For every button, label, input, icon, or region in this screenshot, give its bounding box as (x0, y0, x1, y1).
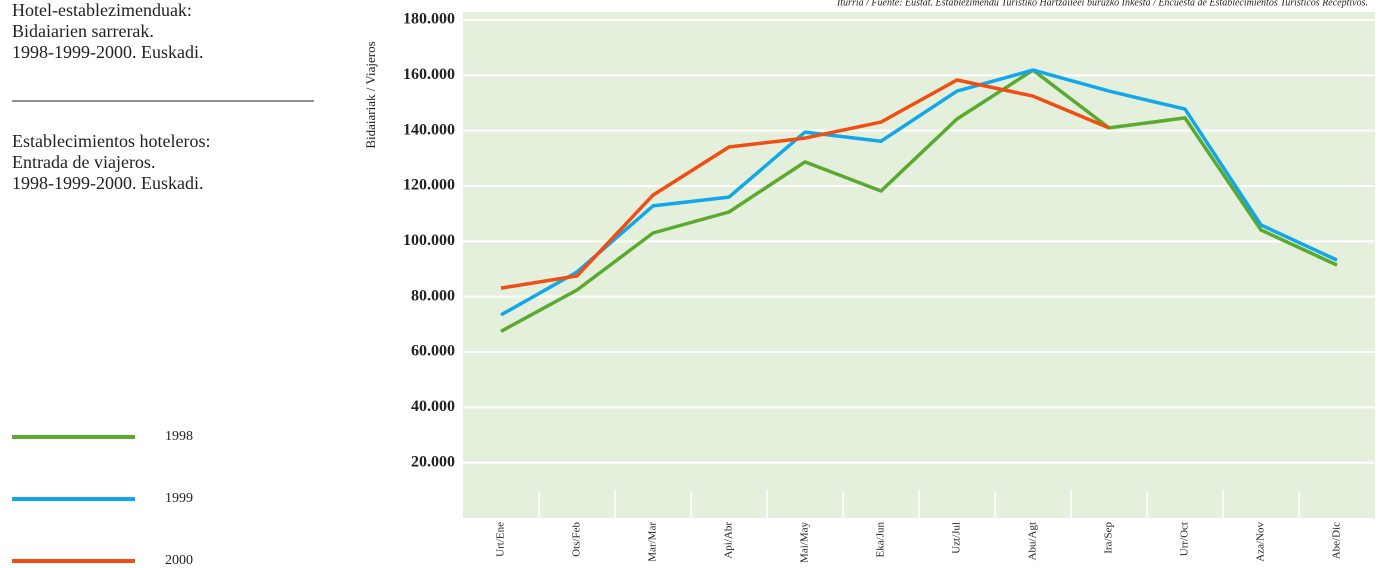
x-tick-label: Abe/Dic (1331, 522, 1343, 559)
x-tick-label: Api/Abr (723, 522, 735, 559)
legend-label: 1998 (165, 429, 193, 444)
x-tick-label: Ira/Sep (1103, 522, 1115, 554)
x-tick-label: Urt/Ene (495, 522, 507, 557)
legend-label: 2000 (165, 553, 193, 568)
title-line: 1998-1999-2000. Euskadi. (12, 42, 203, 62)
x-tick-label: Ots/Feb (571, 522, 583, 557)
plot-background (463, 12, 1375, 518)
y-tick-label: 100.000 (403, 232, 455, 249)
x-tick-label: Uzt/Jul (951, 522, 963, 554)
y-tick-label: 60.000 (411, 343, 455, 360)
series-line (500, 68, 1338, 317)
y-tick-label: 80.000 (411, 287, 455, 304)
subtitle-line: Establecimientos hoteleros: (12, 131, 210, 151)
source: Iturria / Fuente: Eustat. Establezimendu… (836, 0, 1368, 8)
x-tick-label: Eka/Jun (875, 522, 887, 558)
x-tick-label: Urr/Oct (1179, 522, 1191, 556)
series-line (500, 68, 1338, 333)
x-tick-label: Mai/May (799, 522, 811, 563)
subtitle-line: 1998-1999-2000. Euskadi. (12, 173, 203, 193)
y-tick-label: 140.000 (403, 121, 455, 138)
series-line (500, 78, 1110, 290)
y-tick-label: 20.000 (411, 453, 455, 470)
legend-label: 1999 (165, 491, 193, 506)
y-tick-label: 40.000 (411, 398, 455, 415)
title-line: Bidaiarien sarrerak. (12, 21, 154, 41)
x-tick-label: Abu/Agt (1027, 522, 1039, 561)
x-tick-label: Mar/Mar (647, 522, 659, 562)
y-tick-label: 160.000 (403, 66, 455, 83)
y-tick-label: 120.000 (403, 177, 455, 194)
title-line: Hotel-establezimenduak: (12, 0, 192, 20)
subtitle-line: Entrada de viajeros. (12, 152, 155, 172)
y-tick-label: 180.000 (403, 11, 455, 28)
y-axis-label: Bidaiariak / Viajeros (363, 41, 378, 148)
x-tick-label: Aza/Nov (1255, 522, 1267, 562)
